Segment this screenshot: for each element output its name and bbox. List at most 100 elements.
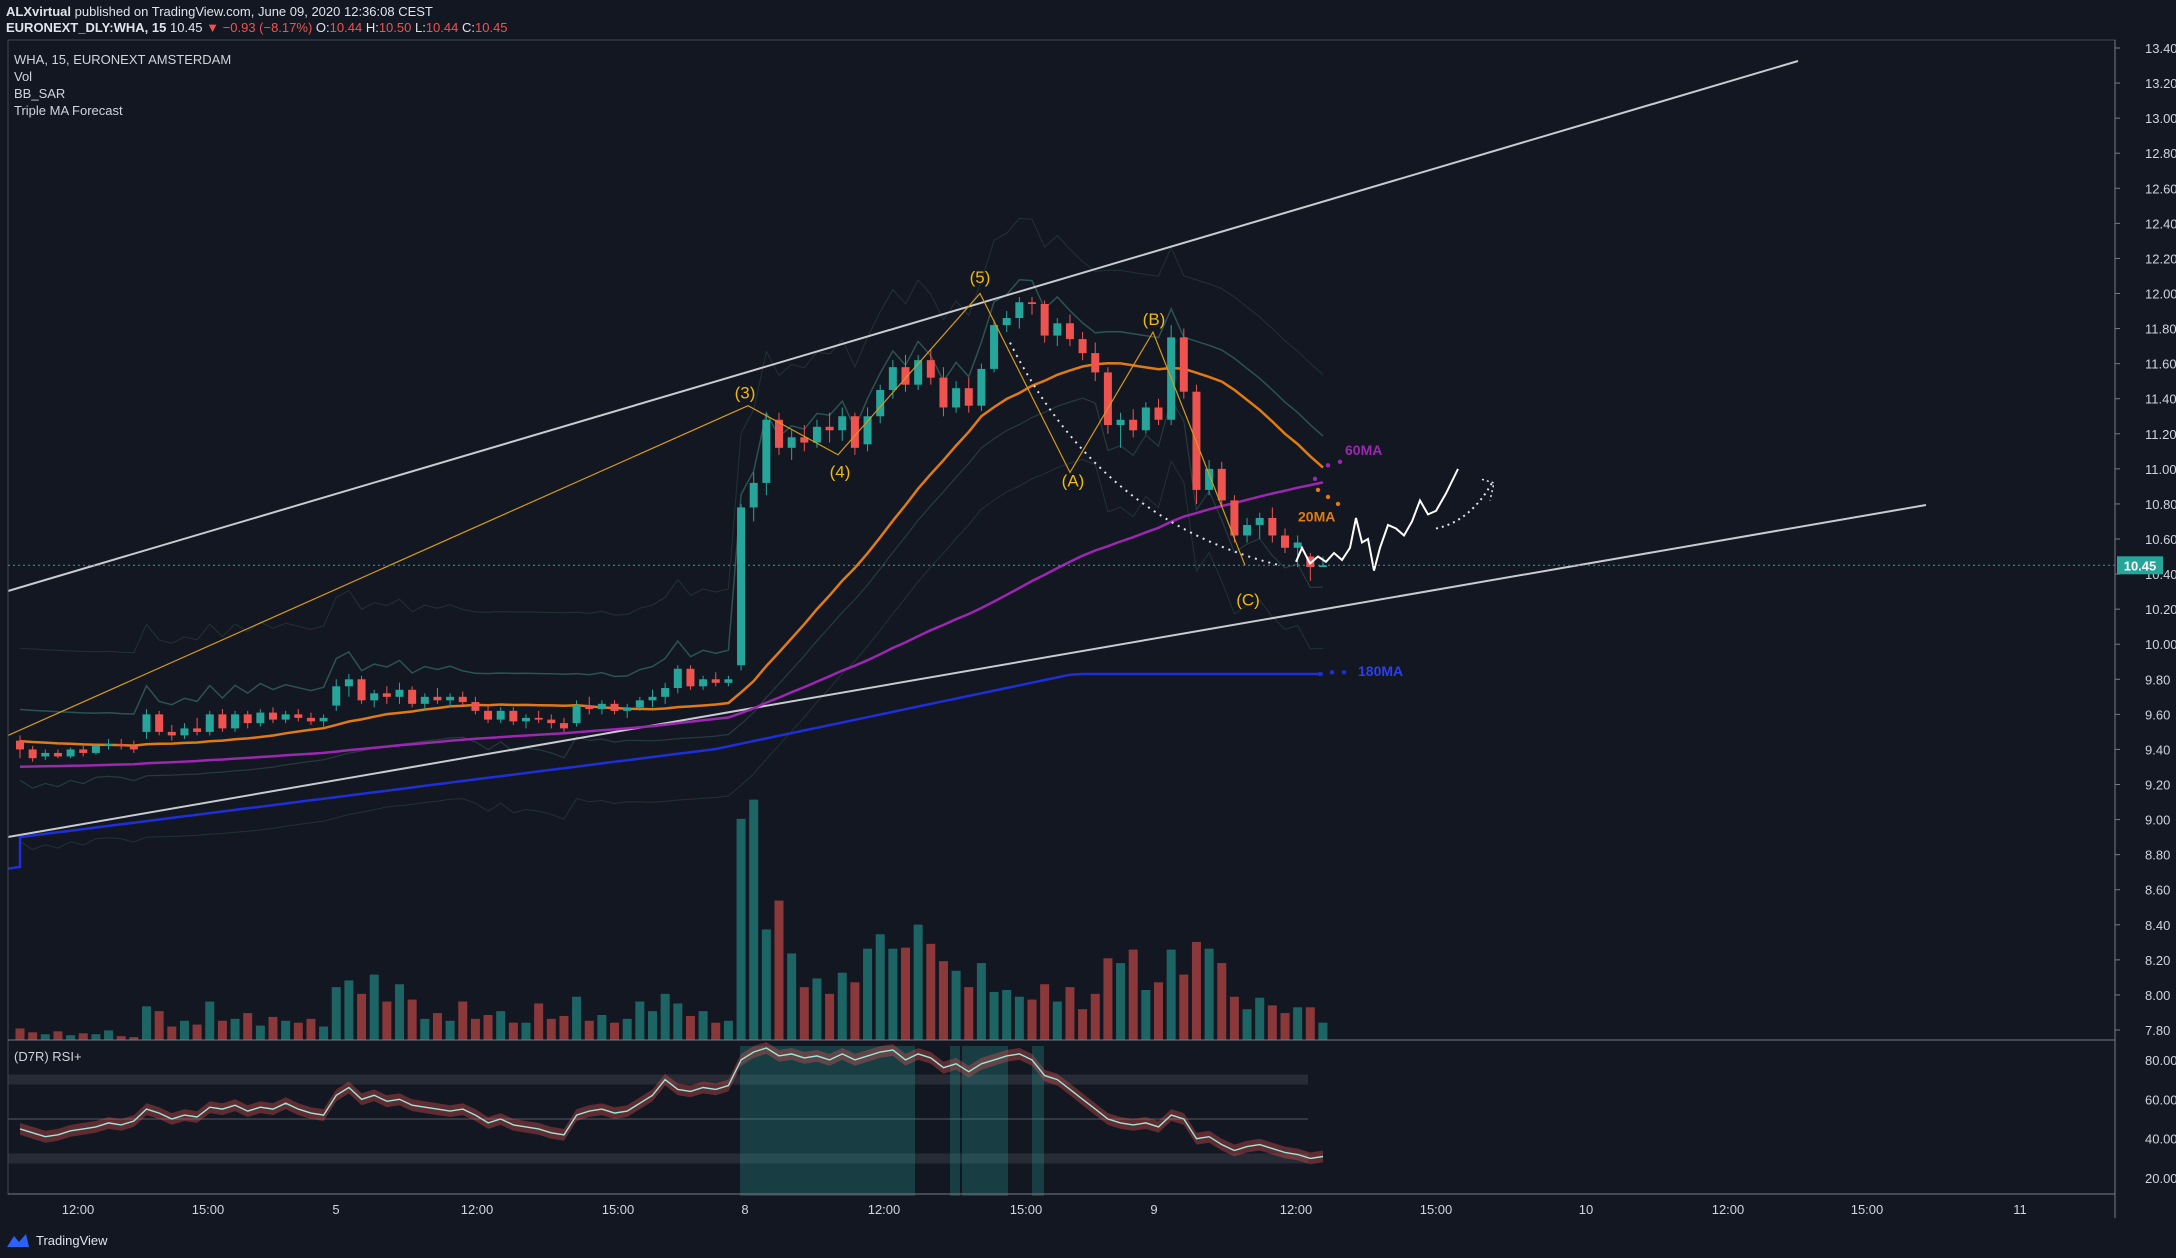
volume-bar xyxy=(648,1011,657,1040)
volume-bar xyxy=(357,993,367,1040)
y-tick-label: 8.80 xyxy=(2145,848,2170,863)
open-value: 10.44 xyxy=(329,20,363,35)
volume-bar xyxy=(1179,974,1189,1040)
volume-bars xyxy=(15,799,1328,1040)
volume-bar xyxy=(711,1022,721,1040)
volume-bar xyxy=(901,947,910,1040)
y-tick-label: 8.60 xyxy=(2145,883,2170,898)
candle-body xyxy=(1281,535,1289,548)
candle-body xyxy=(332,686,341,706)
candle-body xyxy=(91,745,100,753)
candle-body xyxy=(420,696,429,704)
candle-body xyxy=(1293,542,1302,548)
y-tick-label: 9.00 xyxy=(2145,813,2170,828)
candle-body xyxy=(825,426,834,431)
volume-bar xyxy=(470,1018,480,1040)
candle-body xyxy=(357,679,366,701)
volume-bar xyxy=(28,1032,38,1040)
candle-body xyxy=(673,668,682,689)
y-tick-label: 12.20 xyxy=(2145,251,2176,266)
x-tick-label: 15:00 xyxy=(1851,1202,1884,1217)
candle-body xyxy=(1015,302,1024,319)
y-tick-label: 12.40 xyxy=(2145,216,2176,231)
legend-vol[interactable]: Vol xyxy=(14,69,33,84)
candle-body xyxy=(1205,468,1214,490)
y-tick-label: 9.20 xyxy=(2145,778,2170,793)
volume-bar xyxy=(1318,1022,1328,1040)
candle-body xyxy=(1243,524,1252,536)
volume-bar xyxy=(1128,949,1138,1040)
candle-body xyxy=(648,696,657,701)
price-change: ▼ −0.93 (−8.17%) xyxy=(206,20,313,35)
x-tick-label: 12:00 xyxy=(868,1202,901,1217)
volume-bar xyxy=(306,1018,316,1040)
volume-bar xyxy=(1293,1007,1303,1040)
volume-bar xyxy=(534,1003,544,1040)
candle-body xyxy=(534,717,543,720)
axes: 13.40 13.20 13.00 12.80 12.60 12.40 12.20 12.00… xyxy=(7,39,2176,1218)
x-tick-label: 12:00 xyxy=(1712,1202,1745,1217)
volume-bar xyxy=(976,963,986,1040)
x-tick-label: 5 xyxy=(332,1202,339,1217)
candle-body xyxy=(724,679,733,683)
candle-body xyxy=(711,679,720,683)
trend-channel xyxy=(7,60,1927,838)
candle-body xyxy=(408,689,417,704)
candle-body xyxy=(977,368,986,406)
last-price-label: 10.45 xyxy=(2124,558,2157,573)
volume-bar xyxy=(66,1035,76,1040)
y-tick-label: 9.80 xyxy=(2145,672,2170,687)
volume-bar xyxy=(1078,1009,1088,1040)
volume-bar xyxy=(432,1013,442,1040)
wave-label: (4) xyxy=(830,463,851,482)
ma180-forecast-dot xyxy=(1317,671,1323,677)
candle-body xyxy=(269,712,277,720)
candle-body xyxy=(142,714,151,732)
elliott-wave: (3) (4) (5) (A) (B) (C) xyxy=(7,268,1281,736)
candle-body xyxy=(1255,517,1264,525)
volume-bar xyxy=(331,987,341,1040)
volume-bar xyxy=(951,970,961,1040)
volume-bar xyxy=(584,1020,594,1040)
candle-body xyxy=(446,696,455,701)
volume-bar xyxy=(255,1025,265,1040)
candle-body xyxy=(395,689,404,697)
candle-body xyxy=(370,693,379,701)
legend-symbol[interactable]: WHA, 15, EURONEXT AMSTERDAM xyxy=(14,52,232,67)
tradingview-logo-icon xyxy=(7,1234,29,1247)
candle-body xyxy=(319,717,328,722)
volume-bar xyxy=(850,982,860,1040)
y-tick-label: 8.00 xyxy=(2145,988,2170,1003)
volume-bar xyxy=(382,1001,392,1040)
volume-bar xyxy=(104,1030,114,1040)
candle-body xyxy=(155,714,164,732)
rsi-legend[interactable]: (D7R) RSI+ xyxy=(14,1049,82,1064)
volume-bar xyxy=(1154,982,1163,1040)
rsi-oversold-band xyxy=(8,1153,1308,1164)
legend-triple-ma[interactable]: Triple MA Forecast xyxy=(14,103,123,118)
tradingview-brand[interactable]: TradingView xyxy=(6,1232,108,1248)
volume-bar xyxy=(938,961,948,1040)
volume-bar xyxy=(1090,993,1100,1040)
y-tick-label: 10.20 xyxy=(2145,602,2176,617)
high-label: H: xyxy=(365,20,379,35)
y-tick-label: 7.80 xyxy=(2145,1023,2170,1038)
candle-body xyxy=(737,507,746,666)
author-name: ALXvirtual xyxy=(6,4,72,19)
legend-bb-sar[interactable]: BB_SAR xyxy=(14,86,66,101)
volume-bar xyxy=(597,1015,607,1040)
candle-body xyxy=(53,752,62,757)
y-tick-label: 9.40 xyxy=(2145,742,2170,757)
low-value: 10.44 xyxy=(425,20,459,35)
candle-body xyxy=(281,714,290,720)
candle-body xyxy=(243,714,252,724)
candle-body xyxy=(610,703,619,711)
volume-bar xyxy=(508,1022,518,1040)
volume-bar xyxy=(926,943,936,1040)
candle-body xyxy=(1318,565,1327,568)
candle-body xyxy=(1078,339,1087,354)
x-tick-label: 12:00 xyxy=(1280,1202,1313,1217)
ma60-forecast-dot xyxy=(1325,463,1331,468)
volume-bar xyxy=(723,1020,733,1040)
